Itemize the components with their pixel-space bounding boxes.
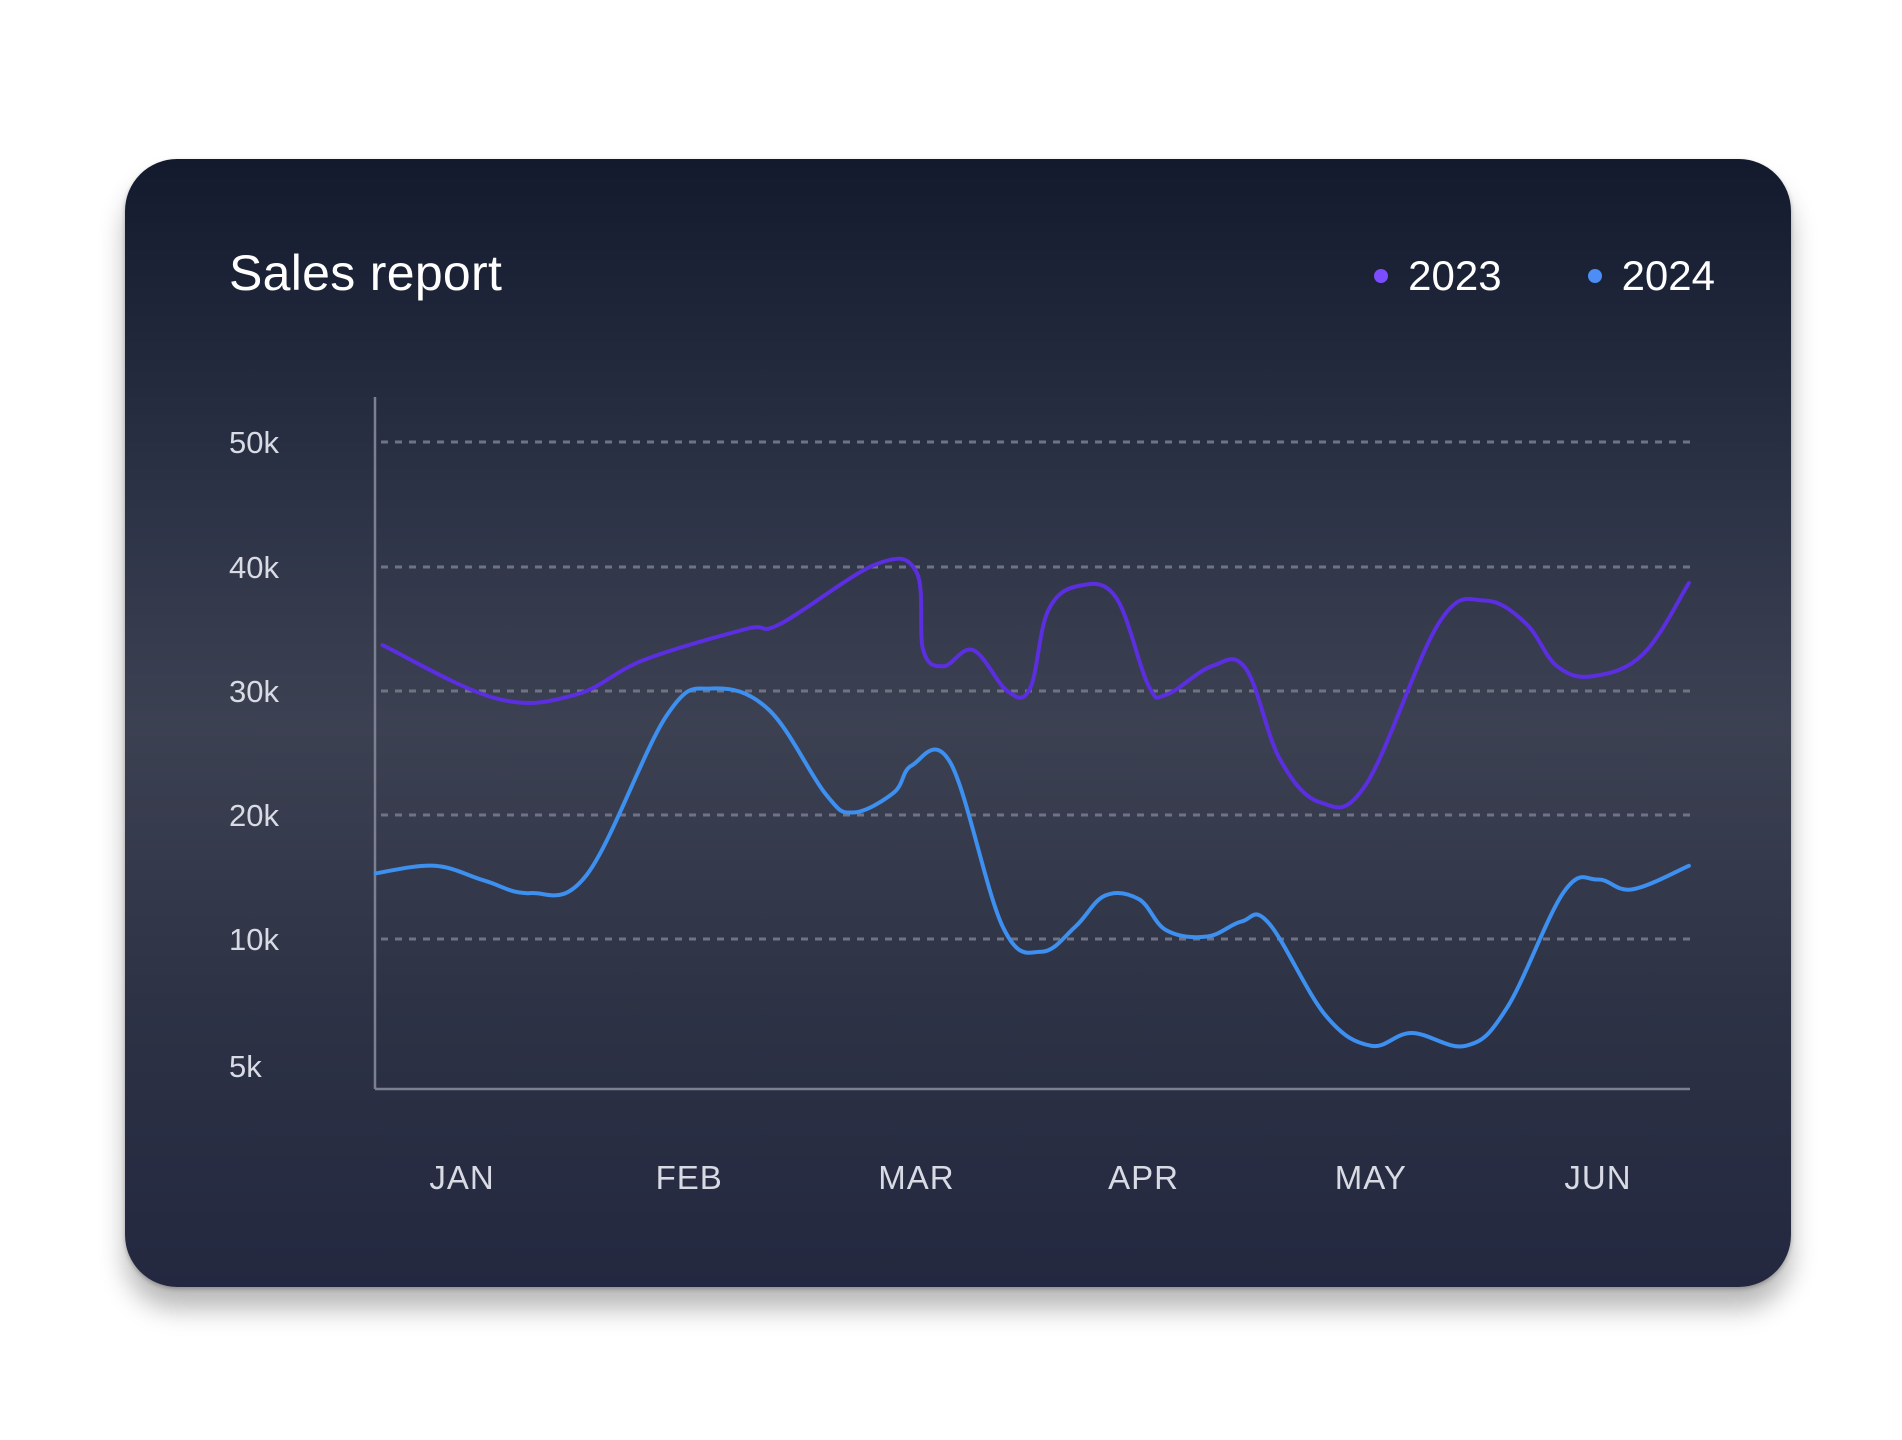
chart-axes — [373, 397, 1690, 1091]
grid-lines — [381, 440, 1690, 941]
legend-label-2024: 2024 — [1621, 252, 1715, 299]
x-tick-label-jun: JUN — [1564, 1159, 1631, 1196]
legend-label-2023: 2023 — [1408, 252, 1502, 299]
legend-dot-2024 — [1587, 269, 1602, 283]
y-tick-label-30k: 30k — [229, 674, 279, 709]
chart-title: Sales report — [229, 245, 503, 301]
y-tick-label-20k: 20k — [229, 798, 279, 833]
legend-dot-2023 — [1374, 269, 1389, 283]
x-tick-label-apr: APR — [1108, 1159, 1179, 1196]
legend-item-2024[interactable]: 2024 — [1587, 252, 1715, 299]
y-axis-ticks: 50k 40k 30k 20k 10k 5k — [229, 425, 279, 1084]
x-tick-label-jan: JAN — [429, 1159, 494, 1196]
legend-item-2023[interactable]: 2023 — [1374, 252, 1502, 299]
series-line-2023 — [380, 556, 1691, 810]
y-tick-label-50k: 50k — [229, 425, 279, 460]
x-tick-label-may: MAY — [1335, 1159, 1407, 1196]
chart-legend: 2023 2024 — [1374, 255, 1715, 297]
y-tick-label-10k: 10k — [229, 922, 279, 957]
series-line-2024 — [373, 686, 1691, 1049]
x-tick-label-feb: FEB — [656, 1159, 723, 1196]
sales-report-card: Sales report 2023 2024 50k 40k 30k 20k 10k 5k… — [125, 159, 1791, 1287]
x-tick-label-mar: MAR — [878, 1159, 954, 1196]
series-lines — [373, 556, 1691, 1049]
x-axis-ticks: JAN FEB MAR APR MAY JUN — [429, 1159, 1631, 1196]
y-tick-label-5k: 5k — [229, 1049, 262, 1084]
line-chart: 50k 40k 30k 20k 10k 5k JAN FEB MAR APR MAY JUN — [229, 397, 1691, 1196]
y-tick-label-40k: 40k — [229, 550, 279, 585]
